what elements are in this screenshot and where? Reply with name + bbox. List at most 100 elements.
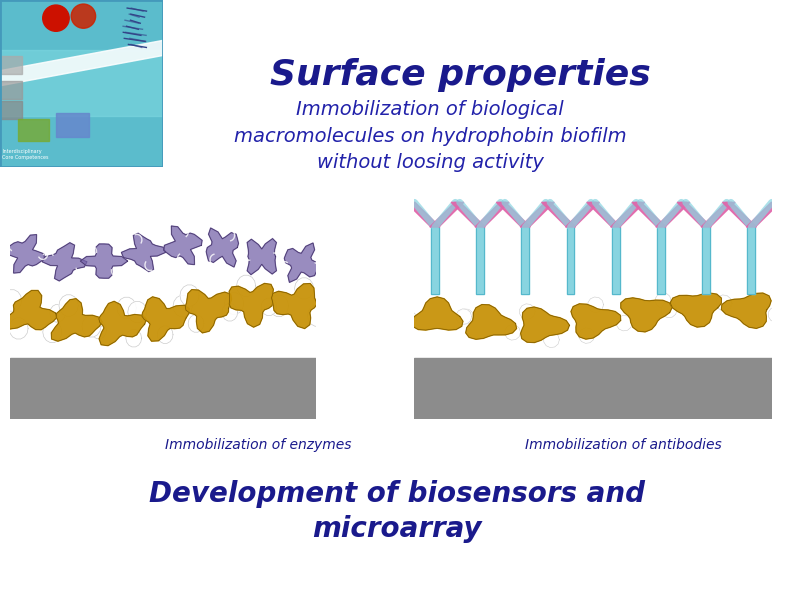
Text: Interdisciplinary
Core Competences: Interdisciplinary Core Competences: [2, 149, 48, 159]
Bar: [522, 227, 530, 294]
Bar: [657, 227, 665, 294]
Polygon shape: [617, 315, 632, 331]
Polygon shape: [117, 298, 137, 319]
Polygon shape: [272, 284, 317, 328]
Polygon shape: [82, 316, 101, 337]
Bar: [567, 227, 575, 294]
Polygon shape: [430, 202, 464, 227]
Text: Immobilization of antibodies: Immobilization of antibodies: [525, 438, 722, 452]
Polygon shape: [505, 325, 521, 340]
Polygon shape: [475, 202, 509, 227]
Polygon shape: [222, 303, 237, 321]
Polygon shape: [587, 202, 621, 227]
Polygon shape: [466, 305, 517, 339]
Polygon shape: [6, 234, 44, 273]
Polygon shape: [717, 296, 732, 311]
Polygon shape: [458, 309, 473, 324]
Polygon shape: [206, 228, 238, 267]
Polygon shape: [722, 293, 771, 328]
Bar: [414, 358, 772, 419]
Polygon shape: [164, 226, 202, 265]
Polygon shape: [496, 202, 530, 227]
Polygon shape: [2, 290, 21, 311]
Polygon shape: [723, 202, 757, 227]
Bar: [10, 358, 316, 419]
Polygon shape: [520, 202, 554, 227]
Bar: [0, 51, 163, 116]
Polygon shape: [128, 302, 147, 322]
Polygon shape: [157, 326, 173, 343]
Circle shape: [43, 5, 69, 32]
Bar: [56, 113, 88, 137]
Polygon shape: [42, 243, 87, 281]
Polygon shape: [542, 202, 576, 227]
Text: Surface properties: Surface properties: [270, 58, 650, 92]
Polygon shape: [456, 309, 472, 324]
Polygon shape: [661, 302, 677, 318]
Polygon shape: [125, 330, 141, 347]
Bar: [476, 227, 484, 294]
Polygon shape: [406, 202, 440, 227]
Bar: [431, 227, 439, 294]
Polygon shape: [237, 275, 256, 296]
Polygon shape: [544, 332, 559, 347]
Polygon shape: [98, 301, 146, 346]
Polygon shape: [229, 283, 273, 327]
Bar: [18, 119, 48, 142]
Polygon shape: [261, 298, 277, 315]
Polygon shape: [225, 293, 244, 314]
Polygon shape: [43, 321, 62, 343]
Polygon shape: [656, 202, 690, 227]
Bar: [431, 227, 439, 294]
Polygon shape: [579, 328, 595, 343]
Polygon shape: [621, 298, 672, 332]
Polygon shape: [80, 244, 128, 278]
Bar: [657, 227, 665, 294]
Polygon shape: [565, 202, 599, 227]
Polygon shape: [269, 295, 288, 317]
Polygon shape: [519, 304, 535, 320]
Text: Immobilization of enzymes: Immobilization of enzymes: [165, 438, 352, 452]
Polygon shape: [142, 297, 189, 341]
Polygon shape: [295, 278, 314, 299]
Bar: [702, 227, 710, 294]
Polygon shape: [701, 202, 735, 227]
Polygon shape: [451, 202, 485, 227]
Polygon shape: [3, 290, 56, 330]
Bar: [611, 227, 619, 294]
Bar: [0, 81, 22, 99]
Polygon shape: [50, 305, 66, 322]
Bar: [0, 101, 22, 119]
Bar: [747, 227, 755, 294]
Text: Development of biosensors and
microarray: Development of biosensors and microarray: [149, 480, 645, 543]
Polygon shape: [521, 307, 569, 343]
Polygon shape: [769, 306, 784, 322]
Polygon shape: [91, 321, 106, 339]
Polygon shape: [716, 295, 731, 311]
Bar: [0, 55, 22, 74]
Polygon shape: [59, 295, 79, 316]
Polygon shape: [656, 293, 671, 308]
Polygon shape: [121, 233, 165, 271]
Polygon shape: [588, 297, 603, 312]
Polygon shape: [188, 315, 204, 332]
Polygon shape: [677, 202, 711, 227]
Polygon shape: [307, 305, 327, 326]
Polygon shape: [632, 202, 666, 227]
Polygon shape: [173, 295, 192, 317]
Polygon shape: [284, 243, 318, 283]
Polygon shape: [402, 311, 417, 327]
Polygon shape: [52, 299, 102, 341]
Bar: [702, 227, 710, 294]
Polygon shape: [9, 318, 28, 339]
Circle shape: [71, 4, 95, 29]
Bar: [747, 227, 755, 294]
Polygon shape: [411, 297, 463, 330]
Polygon shape: [180, 285, 199, 306]
Polygon shape: [186, 290, 232, 333]
Bar: [567, 227, 575, 294]
Bar: [476, 227, 484, 294]
Polygon shape: [247, 239, 276, 275]
Polygon shape: [571, 304, 621, 339]
Bar: [522, 227, 530, 294]
